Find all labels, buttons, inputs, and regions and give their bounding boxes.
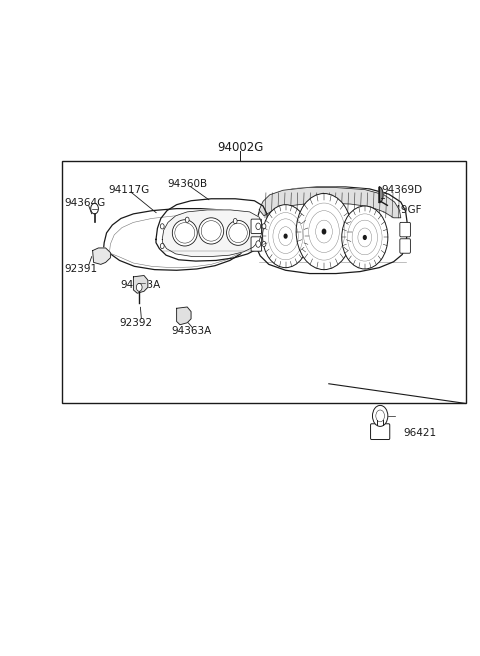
- Circle shape: [262, 241, 266, 247]
- Text: 92391: 92391: [65, 264, 98, 274]
- Circle shape: [323, 230, 325, 234]
- Text: 94369D: 94369D: [382, 185, 423, 195]
- Ellipse shape: [199, 218, 224, 244]
- Circle shape: [372, 405, 388, 426]
- Polygon shape: [103, 209, 249, 270]
- Text: 94360B: 94360B: [167, 178, 207, 189]
- Text: 94002G: 94002G: [217, 141, 263, 154]
- Circle shape: [91, 203, 98, 214]
- Circle shape: [342, 206, 388, 269]
- Text: 96421: 96421: [403, 428, 436, 438]
- Bar: [62, 161, 466, 403]
- Circle shape: [185, 217, 189, 222]
- Ellipse shape: [172, 220, 197, 246]
- Circle shape: [233, 218, 237, 224]
- Circle shape: [262, 224, 266, 229]
- Circle shape: [296, 194, 352, 270]
- Circle shape: [160, 243, 164, 249]
- FancyBboxPatch shape: [400, 239, 410, 253]
- Text: 92392: 92392: [119, 318, 152, 328]
- Text: 94363A: 94363A: [172, 326, 212, 337]
- FancyBboxPatch shape: [371, 424, 390, 440]
- Circle shape: [256, 223, 261, 230]
- Circle shape: [256, 241, 261, 247]
- Polygon shape: [254, 187, 407, 274]
- Polygon shape: [379, 187, 383, 203]
- Text: 1249GF: 1249GF: [382, 205, 422, 215]
- Polygon shape: [259, 188, 401, 218]
- Polygon shape: [177, 307, 191, 325]
- Circle shape: [136, 283, 142, 291]
- FancyBboxPatch shape: [251, 237, 262, 251]
- Text: 94117G: 94117G: [108, 185, 149, 195]
- Polygon shape: [133, 276, 148, 293]
- Circle shape: [263, 205, 309, 268]
- FancyBboxPatch shape: [251, 219, 262, 234]
- Text: 94363A: 94363A: [120, 280, 160, 291]
- Polygon shape: [156, 199, 268, 261]
- Polygon shape: [93, 248, 110, 264]
- Circle shape: [160, 224, 164, 229]
- Circle shape: [284, 234, 287, 238]
- FancyBboxPatch shape: [400, 222, 410, 237]
- Text: 94364G: 94364G: [65, 198, 106, 209]
- Ellipse shape: [227, 220, 250, 245]
- Circle shape: [363, 236, 366, 239]
- Polygon shape: [162, 210, 262, 256]
